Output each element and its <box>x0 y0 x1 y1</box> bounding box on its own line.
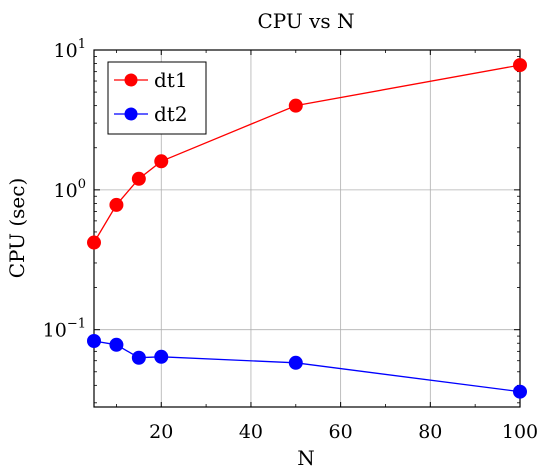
chart-title: CPU vs N <box>257 9 354 33</box>
y-tick-label: 100 <box>54 177 86 202</box>
data-point-dt1 <box>131 171 146 186</box>
x-tick-label: 80 <box>418 421 442 443</box>
series-line-dt2 <box>93 340 521 393</box>
data-point-dt2 <box>288 355 303 370</box>
legend-label-dt2: dt2 <box>154 102 188 126</box>
plot-frame <box>93 49 521 408</box>
data-point-dt2 <box>513 384 527 399</box>
legend-label-dt1: dt1 <box>154 68 188 92</box>
data-point-dt1 <box>154 154 169 169</box>
x-tick-label: 40 <box>239 421 263 443</box>
legend-marker-dt2 <box>124 107 138 121</box>
data-point-dt1 <box>288 98 303 113</box>
data-point-dt2 <box>131 350 146 365</box>
y-axis-title: CPU (sec) <box>5 178 29 279</box>
data-point-dt2 <box>109 337 124 352</box>
data-point-dt2 <box>87 334 101 349</box>
x-tick-label: 20 <box>149 421 173 443</box>
legend-box <box>107 61 207 135</box>
x-tick-label: 60 <box>329 421 353 443</box>
data-point-dt1 <box>513 58 527 73</box>
y-tick-label: 101 <box>54 37 86 62</box>
data-point-dt2 <box>154 349 169 364</box>
x-tick-label: 100 <box>502 421 538 443</box>
data-point-dt1 <box>109 197 124 212</box>
data-point-dt1 <box>87 235 101 250</box>
x-axis-title: N <box>297 446 315 470</box>
series-line-dt1 <box>93 64 521 243</box>
series-layer <box>87 58 527 399</box>
legend-marker-dt1 <box>124 73 138 87</box>
ticks: 20 40 60 80 100 10−1 100 101 <box>43 37 538 443</box>
y-tick-label: 10−1 <box>43 317 86 342</box>
